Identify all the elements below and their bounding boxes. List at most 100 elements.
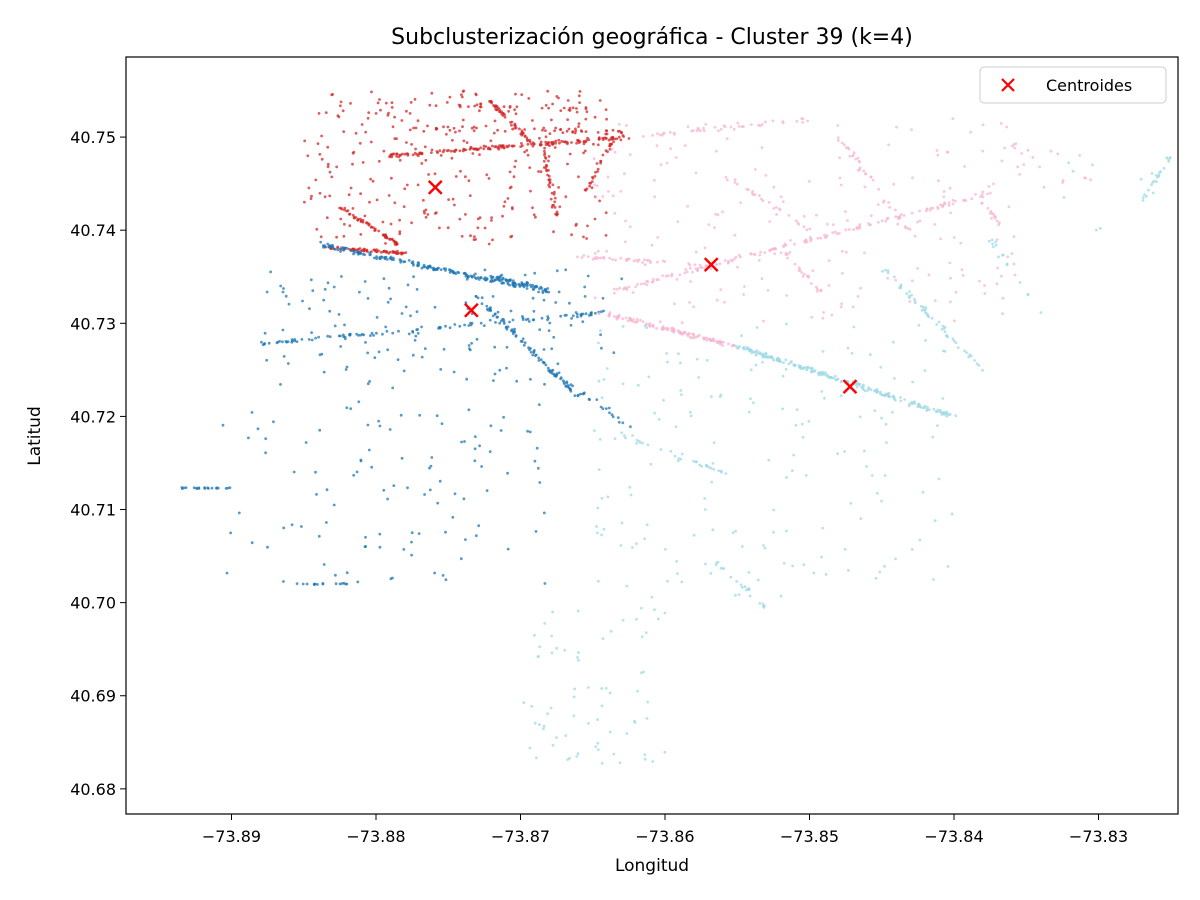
- data-point: [488, 450, 492, 453]
- data-point: [781, 407, 784, 411]
- data-point: [791, 564, 794, 568]
- data-point: [355, 470, 359, 474]
- data-point: [1000, 253, 1004, 257]
- data-point: [747, 410, 751, 414]
- data-point: [600, 687, 603, 690]
- data-point: [562, 106, 566, 110]
- data-point: [753, 253, 757, 256]
- data-point: [595, 162, 599, 165]
- data-point: [412, 126, 415, 130]
- data-point: [788, 250, 792, 254]
- data-point: [346, 209, 350, 213]
- data-point: [601, 153, 605, 157]
- data-point: [871, 178, 875, 182]
- data-point: [559, 109, 563, 112]
- data-point: [576, 255, 579, 259]
- data-point: [669, 147, 673, 151]
- data-point: [775, 359, 779, 362]
- data-point: [547, 106, 550, 110]
- data-point: [886, 269, 890, 272]
- data-point: [824, 371, 827, 375]
- data-point: [378, 424, 382, 428]
- data-point: [625, 732, 629, 735]
- data-point: [420, 151, 424, 155]
- data-point: [779, 594, 783, 598]
- data-point: [888, 206, 891, 209]
- x-tick-label: −73.85: [780, 827, 839, 846]
- data-point: [548, 180, 552, 184]
- data-point: [528, 166, 532, 170]
- data-point: [802, 214, 806, 218]
- data-point: [366, 297, 370, 300]
- data-point: [794, 219, 798, 223]
- data-point: [364, 535, 367, 539]
- data-point: [772, 508, 776, 512]
- data-point: [319, 235, 323, 239]
- data-point: [600, 310, 603, 314]
- data-point: [293, 339, 297, 343]
- data-point: [225, 571, 229, 575]
- data-point: [433, 571, 436, 575]
- data-point: [325, 216, 329, 220]
- data-point: [557, 290, 561, 294]
- data-point: [810, 315, 814, 319]
- data-point: [1150, 183, 1153, 187]
- data-point: [981, 149, 985, 153]
- data-point: [552, 230, 555, 234]
- data-point: [737, 593, 741, 596]
- data-point: [709, 466, 713, 470]
- data-point: [553, 206, 557, 209]
- data-point: [523, 150, 526, 154]
- data-point: [990, 216, 993, 220]
- data-point: [692, 459, 696, 463]
- data-point: [617, 135, 621, 139]
- data-point: [899, 399, 903, 403]
- data-point: [879, 365, 883, 369]
- data-point: [391, 251, 395, 254]
- data-point: [839, 183, 843, 187]
- data-point: [459, 557, 463, 561]
- data-point: [884, 268, 887, 272]
- data-point: [596, 506, 600, 510]
- data-point: [936, 153, 940, 157]
- data-point: [396, 358, 400, 361]
- data-point: [511, 127, 514, 131]
- data-point: [284, 340, 288, 343]
- data-point: [882, 200, 885, 204]
- data-point: [749, 397, 752, 401]
- data-point: [830, 376, 833, 379]
- data-point: [494, 321, 497, 324]
- data-point: [664, 547, 667, 551]
- data-point: [575, 755, 579, 758]
- data-point: [945, 414, 949, 418]
- data-point: [576, 609, 580, 613]
- data-point: [624, 436, 627, 440]
- data-point: [557, 371, 561, 375]
- data-point: [498, 368, 502, 372]
- data-point: [467, 179, 471, 183]
- data-point: [608, 411, 611, 415]
- data-point: [663, 260, 667, 263]
- data-point: [621, 325, 625, 328]
- data-point: [458, 217, 462, 221]
- data-point: [779, 251, 783, 255]
- data-point: [658, 133, 662, 137]
- x-axis: −73.89 −73.88 −73.87 −73.86 −73.85 −73.84 −73.…: [202, 814, 1128, 846]
- data-point: [260, 340, 263, 344]
- data-point: [378, 257, 382, 261]
- data-point: [764, 352, 768, 356]
- data-point: [338, 206, 341, 210]
- data-point: [1062, 196, 1066, 199]
- data-point: [822, 311, 825, 314]
- data-point: [514, 112, 518, 116]
- data-point: [663, 611, 667, 615]
- data-point: [944, 411, 948, 415]
- data-point: [795, 408, 799, 411]
- data-point: [734, 529, 737, 533]
- data-point: [519, 132, 523, 136]
- data-point: [937, 477, 941, 481]
- data-point: [692, 305, 696, 309]
- data-point: [648, 324, 652, 328]
- data-point: [358, 290, 361, 294]
- data-point: [398, 158, 402, 162]
